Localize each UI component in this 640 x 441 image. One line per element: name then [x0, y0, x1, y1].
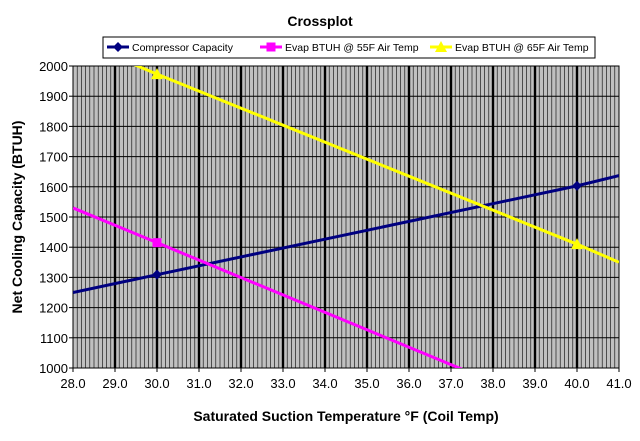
x-tick-label: 34.0 — [312, 376, 337, 391]
y-tick-label: 1600 — [39, 180, 68, 195]
data-point-1-1 — [152, 269, 162, 280]
chart-title: Crossplot — [287, 13, 353, 29]
data-point-2-1 — [152, 238, 162, 248]
x-tick-label: 37.0 — [438, 376, 463, 391]
legend-box — [102, 36, 596, 59]
y-tick-label: 1100 — [40, 331, 68, 346]
x-tick-label: 38.0 — [480, 376, 505, 391]
series-line-1 — [73, 174, 619, 294]
y-tick-label: 1000 — [39, 361, 68, 376]
y-axis-ticks: 1000 1100 1200 1300 1400 1500 1600 1700 1800 1900… — [39, 59, 73, 376]
x-tick-label: 41.0 — [606, 376, 631, 391]
x-tick-label: 39.0 — [522, 376, 547, 391]
series-layer — [73, 66, 619, 368]
legend-entry-label: Evap BTUH @ 65F Air Temp — [455, 42, 589, 54]
legend-entry-label: Evap BTUH @ 55F Air Temp — [285, 42, 419, 54]
x-axis-label: Saturated Suction Temperature °F (Coil T… — [193, 408, 498, 424]
y-tick-label: 1500 — [39, 210, 68, 225]
data-point-1-2 — [572, 180, 582, 191]
x-tick-label: 28.0 — [60, 376, 85, 391]
major-gridlines — [73, 66, 619, 368]
data-point-3-2 — [571, 238, 583, 250]
legend-swatch-marker — [435, 41, 447, 52]
y-axis-label: Net Cooling Capacity (BTUH) — [9, 121, 25, 314]
x-tick-label: 36.0 — [396, 376, 421, 391]
x-tick-label: 30.0 — [144, 376, 169, 391]
x-tick-label: 35.0 — [354, 376, 379, 391]
y-tick-label: 1700 — [39, 150, 68, 165]
y-tick-label: 1300 — [39, 270, 68, 285]
x-tick-label: 29.0 — [102, 376, 127, 391]
y-tick-label: 1800 — [39, 119, 68, 134]
legend-swatch-marker — [113, 42, 123, 52]
y-tick-label: 1900 — [39, 89, 68, 104]
data-point-3-1 — [151, 68, 163, 80]
x-tick-label: 40.0 — [564, 376, 589, 391]
x-axis-ticks: 28.0 29.0 30.0 31.0 32.0 33.0 34.0 35.0 36.0 37.0… — [60, 368, 632, 391]
y-tick-label: 1200 — [39, 301, 68, 316]
series-line-3 — [133, 66, 619, 264]
x-tick-label: 33.0 — [270, 376, 295, 391]
y-tick-label: 1400 — [39, 240, 68, 255]
legend: Compressor Capacity Evap BTUH @ 55F Air T… — [102, 36, 596, 59]
legend-entry-label: Compressor Capacity — [132, 42, 234, 54]
x-tick-label: 32.0 — [228, 376, 253, 391]
x-tick-label: 31.0 — [186, 376, 211, 391]
legend-swatch-marker — [266, 42, 276, 52]
y-tick-label: 2000 — [39, 59, 68, 74]
